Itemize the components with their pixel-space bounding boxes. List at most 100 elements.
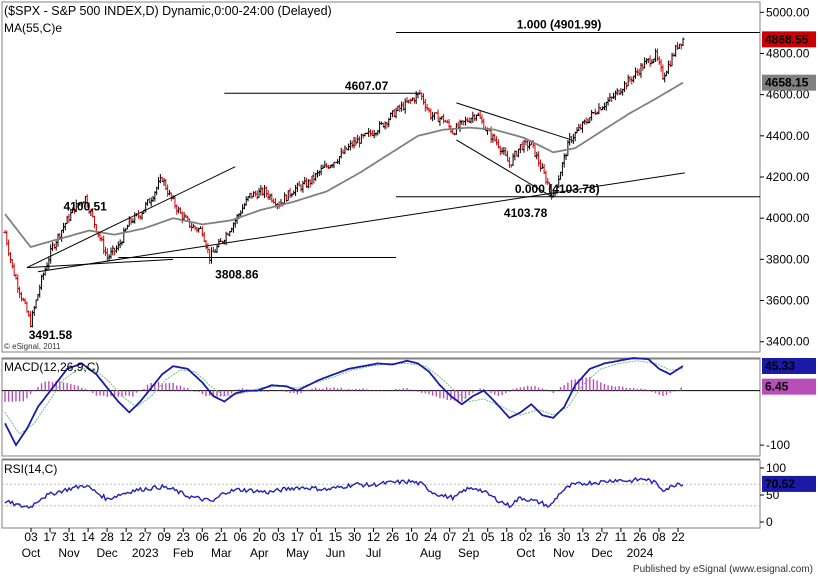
x-day-label: 14 <box>81 530 95 544</box>
x-day-label: 15 <box>329 530 343 544</box>
x-day-label: 16 <box>538 530 552 544</box>
ma-value-tag-bg <box>762 74 816 91</box>
last-price-tag-bg <box>762 31 816 48</box>
rsi-label: RSI(14,C) <box>4 462 57 476</box>
x-month-label: Sep <box>458 546 480 560</box>
price-y-tick-label: 3600.00 <box>766 294 810 308</box>
rsi-y-tick-label: 0 <box>766 515 773 529</box>
x-day-label: 26 <box>386 530 400 544</box>
price-y-tick-label: 3800.00 <box>766 252 810 266</box>
rsi-y-tick-label: 100 <box>766 461 786 475</box>
high-label: 4607.07 <box>345 79 389 93</box>
x-day-label: 23 <box>177 530 191 544</box>
price-y-tick-label: 4000.00 <box>766 211 810 225</box>
ma-indicator-label: MA(55,C)e <box>4 21 62 35</box>
x-day-label: 01 <box>310 530 324 544</box>
x-day-label: 13 <box>576 530 590 544</box>
fib-low-label: 4103.78 <box>504 206 548 220</box>
macd-hist-tag: 6.45 <box>765 380 789 394</box>
price-y-tick-label: 3400.00 <box>766 335 810 349</box>
peak-label: 4100.51 <box>63 199 107 213</box>
macd-line <box>4 357 684 447</box>
x-day-label: 09 <box>158 530 172 544</box>
macd-hist-tag-bg <box>762 378 816 395</box>
bottom-label: 3491.58 <box>29 328 73 342</box>
x-day-label: 05 <box>481 530 495 544</box>
trendline <box>456 139 554 199</box>
macd-label: MACD(12,26,9,C) <box>4 360 99 374</box>
price-y-tick-label: 4400.00 <box>766 129 810 143</box>
x-day-label: 24 <box>424 530 438 544</box>
x-day-label: 21 <box>215 530 229 544</box>
trendline <box>456 102 572 141</box>
x-day-label: 03 <box>24 530 38 544</box>
panel-border <box>1 357 761 457</box>
fib-100-label: 1.000 (4901.99) <box>517 17 602 31</box>
x-month-label: Jul <box>366 546 381 560</box>
x-day-label: 22 <box>671 530 685 544</box>
panel-frames <box>1 1 761 529</box>
x-day-label: 28 <box>100 530 114 544</box>
macd-value-tag: 45.33 <box>765 359 795 373</box>
ma-value-tag: 4658.15 <box>765 76 809 90</box>
x-day-label: 21 <box>462 530 476 544</box>
x-month-label: Nov <box>58 546 79 560</box>
x-day-label: 17 <box>291 530 305 544</box>
x-day-label: 12 <box>119 530 133 544</box>
macd-value-tag-bg <box>762 357 816 374</box>
x-day-label: 07 <box>443 530 457 544</box>
price-y-tick-label: 5000.00 <box>766 5 810 19</box>
rsi-line <box>4 476 684 509</box>
macd-y-tick-label: -100 <box>766 438 790 452</box>
price-y-tick-label: 4600.00 <box>766 88 810 102</box>
x-day-label: 11 <box>615 530 628 544</box>
chart-title: ($SPX - S&P 500 INDEX,D) Dynamic,0:00-24… <box>4 4 332 18</box>
trendline <box>26 166 236 269</box>
x-day-label: 17 <box>43 530 57 544</box>
x-month-label: Dec <box>591 546 612 560</box>
x-day-label: 03 <box>272 530 286 544</box>
x-month-label: 2023 <box>132 546 159 560</box>
rsi-value-tag-bg <box>762 475 816 492</box>
x-day-label: 30 <box>348 530 362 544</box>
x-month-label: Oct <box>22 546 41 560</box>
low-label: 3808.86 <box>215 268 259 282</box>
x-day-label: 06 <box>196 530 210 544</box>
x-month-label: Apr <box>250 546 269 560</box>
x-day-label: 06 <box>234 530 248 544</box>
fib-0-label: 0.000 (4103.78) <box>515 182 600 196</box>
rsi-value-tag: 70.52 <box>765 477 795 491</box>
x-month-label: Nov <box>553 546 574 560</box>
x-day-label: 18 <box>500 530 514 544</box>
macd-signal-line <box>4 360 684 435</box>
x-day-label: 08 <box>652 530 666 544</box>
x-day-label: 26 <box>633 530 647 544</box>
x-month-label: Jun <box>326 546 345 560</box>
x-day-label: 02 <box>519 530 533 544</box>
copyright-text: © eSignal, 2011 <box>4 342 61 351</box>
x-day-label: 30 <box>557 530 571 544</box>
x-month-label: Dec <box>96 546 117 560</box>
ma-55-line <box>4 81 684 249</box>
x-month-label: Feb <box>173 546 194 560</box>
x-day-label: 12 <box>367 530 381 544</box>
x-day-label: 27 <box>595 530 609 544</box>
x-month-label: May <box>286 546 309 560</box>
trendline <box>37 172 685 273</box>
trendline <box>26 258 174 269</box>
last-price-tag: 4868.55 <box>765 32 809 46</box>
x-month-label: Aug <box>420 546 441 560</box>
x-month-label: Mar <box>211 546 232 560</box>
macd-panel: -100 45.33 6.45 <box>2 357 816 452</box>
x-day-label: 27 <box>138 530 152 544</box>
price-y-tick-label: 4800.00 <box>766 46 810 60</box>
price-y-tick-label: 4200.00 <box>766 170 810 184</box>
panel-border <box>1 1 761 353</box>
x-day-label: 31 <box>62 530 76 544</box>
x-month-label: Oct <box>516 546 535 560</box>
panel-border <box>1 459 761 529</box>
x-axis: 03 17 31 14 28 12 27 09 23 06 21 06 20 03 17 01 15 30 12 26… <box>22 528 685 560</box>
